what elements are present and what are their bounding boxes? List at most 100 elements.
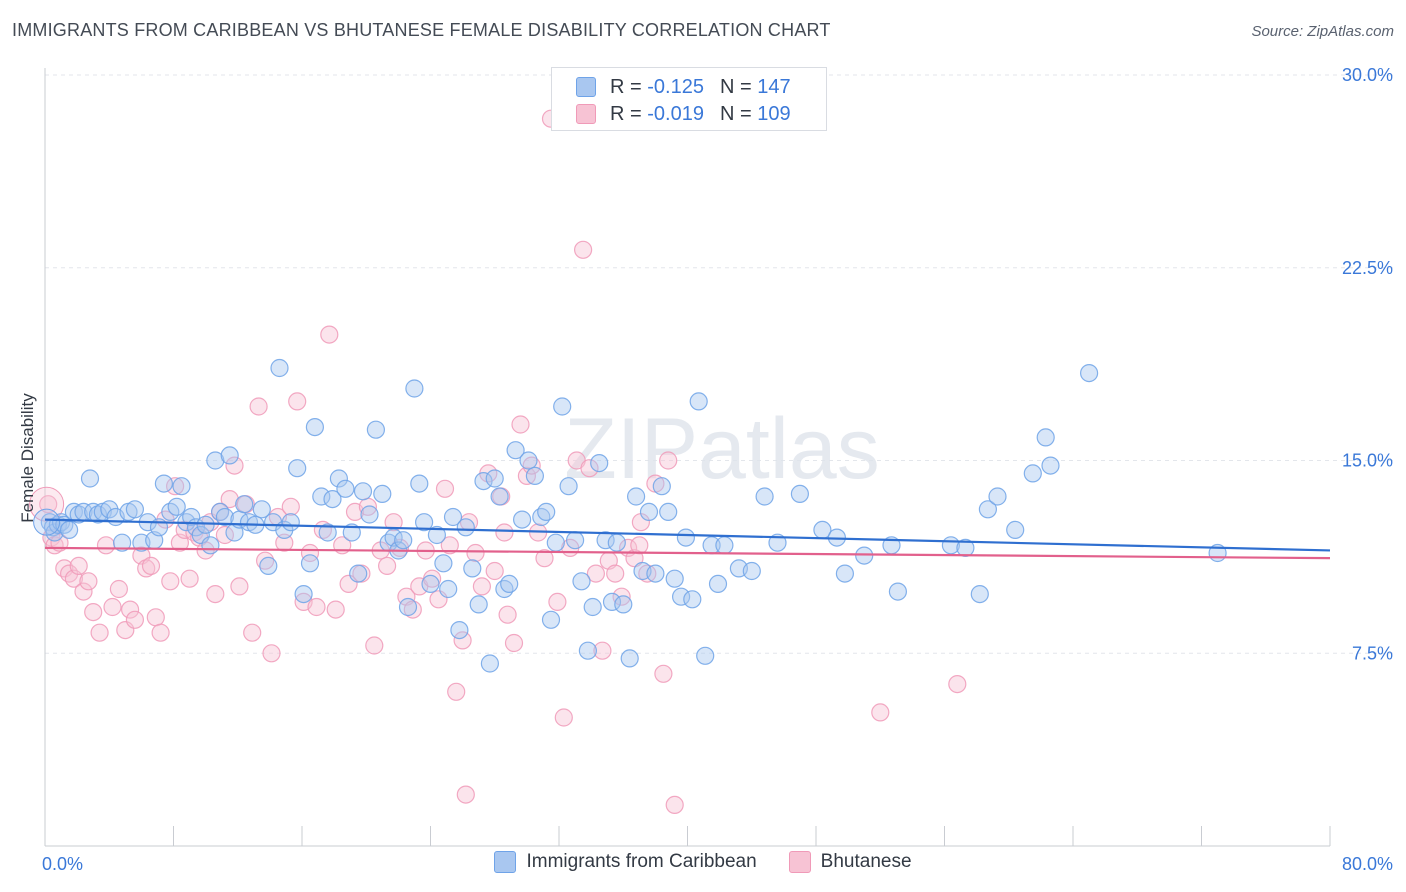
caribbean-point xyxy=(427,525,446,545)
bhutanese-point xyxy=(109,579,129,599)
bhutanese-point xyxy=(243,623,262,642)
caribbean-point xyxy=(970,584,989,604)
bhutanese-point xyxy=(378,556,397,576)
caribbean-point xyxy=(366,420,385,439)
caribbean-point xyxy=(485,469,504,488)
bhutanese-point xyxy=(403,600,422,619)
bhutanese-point xyxy=(365,636,384,655)
trend-lines xyxy=(44,518,1331,560)
caribbean-point xyxy=(1006,520,1025,540)
y-tick-label: 15.0% xyxy=(1342,451,1393,471)
tick-labels: 7.5% 15.0% 22.5% 30.0% 0.0% 80.0% xyxy=(42,65,1393,874)
bhutanese-point xyxy=(206,584,225,604)
caribbean-point xyxy=(596,531,615,550)
caribbean-point xyxy=(490,487,509,506)
caribbean-point xyxy=(450,620,469,640)
bhutanese-point xyxy=(320,325,339,344)
bhutanese-point xyxy=(440,536,459,555)
caribbean-point xyxy=(336,479,355,498)
caribbean-point xyxy=(855,546,874,565)
caribbean-point xyxy=(590,454,609,473)
bhutanese-point xyxy=(384,513,403,532)
caribbean-point xyxy=(512,510,532,529)
caribbean-point xyxy=(541,610,561,629)
caribbean-point xyxy=(559,477,578,496)
caribbean-point xyxy=(33,508,61,536)
bhutanese-point xyxy=(495,523,514,542)
legend-row-bhutanese: R = -0.019 N = 109 xyxy=(576,101,791,127)
caribbean-point xyxy=(80,469,100,488)
bhutanese-point xyxy=(161,572,180,591)
bhutanese-point xyxy=(121,600,140,619)
caribbean-point xyxy=(182,507,201,527)
watermark: ZIPatlas xyxy=(564,401,879,497)
caribbean-point xyxy=(755,487,774,506)
caribbean-point xyxy=(696,646,715,665)
caribbean-point xyxy=(421,574,440,594)
caribbean-point xyxy=(112,533,132,552)
caribbean-point xyxy=(294,584,313,604)
caribbean-point xyxy=(463,559,482,578)
caribbean-point xyxy=(689,392,708,411)
bhutanese-point xyxy=(230,577,249,596)
caribbean-point xyxy=(500,574,519,594)
caribbean-point xyxy=(88,505,108,524)
caribbean-point xyxy=(201,536,220,555)
bhutanese-point xyxy=(659,451,678,470)
caribbean-point xyxy=(480,654,499,673)
bhutanese-point xyxy=(522,456,541,475)
chart-title: IMMIGRANTS FROM CARIBBEAN VS BHUTANESE F… xyxy=(12,20,831,40)
series-legend: Immigrants from Caribbean Bhutanese xyxy=(0,851,1406,873)
axes xyxy=(44,68,1331,847)
legend-item-caribbean[interactable]: Immigrants from Caribbean xyxy=(494,851,757,873)
caribbean-point xyxy=(659,502,678,521)
caribbean-point xyxy=(206,451,225,470)
source-label: Source: ZipAtlas.com xyxy=(1251,23,1394,40)
bhutanese-point xyxy=(151,623,170,642)
legend-swatch-caribbean xyxy=(494,851,517,873)
caribbean-point xyxy=(59,520,79,540)
caribbean-point xyxy=(405,379,424,398)
caribbean-point xyxy=(172,477,191,496)
caribbean-point xyxy=(768,533,787,552)
y-tick-label: 30.0% xyxy=(1342,65,1393,85)
legend-r-label: R = xyxy=(610,102,642,125)
caribbean-point xyxy=(410,474,429,493)
bhutanese-point xyxy=(654,664,673,683)
caribbean-point xyxy=(373,484,392,503)
caribbean-point xyxy=(252,500,271,519)
caribbean-point xyxy=(978,500,998,519)
caribbean-point xyxy=(620,649,639,668)
bhutanese-point xyxy=(326,600,345,619)
bhutanese-point xyxy=(511,415,530,434)
legend-row-caribbean: R = -0.125 N = 147 xyxy=(576,74,791,100)
grid-lines xyxy=(45,74,1394,654)
bhutanese-point xyxy=(146,608,165,627)
caribbean-point xyxy=(1041,456,1060,475)
bhutanese-point xyxy=(586,564,606,583)
bhutanese-point xyxy=(472,577,491,596)
bhutanese-point xyxy=(535,549,554,568)
caribbean-point xyxy=(259,556,278,576)
legend-n-value: 109 xyxy=(757,102,791,125)
bhutanese-point xyxy=(871,703,890,722)
caribbean-point xyxy=(525,466,545,485)
legend-swatch-bhutanese xyxy=(576,104,596,124)
caribbean-point xyxy=(69,505,88,524)
caribbean-point xyxy=(443,507,463,527)
bhutanese-point xyxy=(548,592,567,612)
bhutanese-point xyxy=(498,605,517,624)
bhutanese-point xyxy=(300,543,320,563)
legend-item-bhutanese[interactable]: Bhutanese xyxy=(788,851,912,873)
caribbean-point xyxy=(1023,464,1042,483)
caribbean-point xyxy=(235,495,254,514)
caribbean-point xyxy=(676,528,696,547)
y-axis-label: Female Disability xyxy=(18,393,37,523)
bhutanese-trend-line xyxy=(44,546,1331,560)
bhutanese-point xyxy=(39,495,58,514)
caribbean-point xyxy=(154,474,173,493)
caribbean-point xyxy=(715,536,734,555)
legend-swatch-caribbean xyxy=(576,77,596,97)
caribbean-point xyxy=(1036,428,1055,447)
